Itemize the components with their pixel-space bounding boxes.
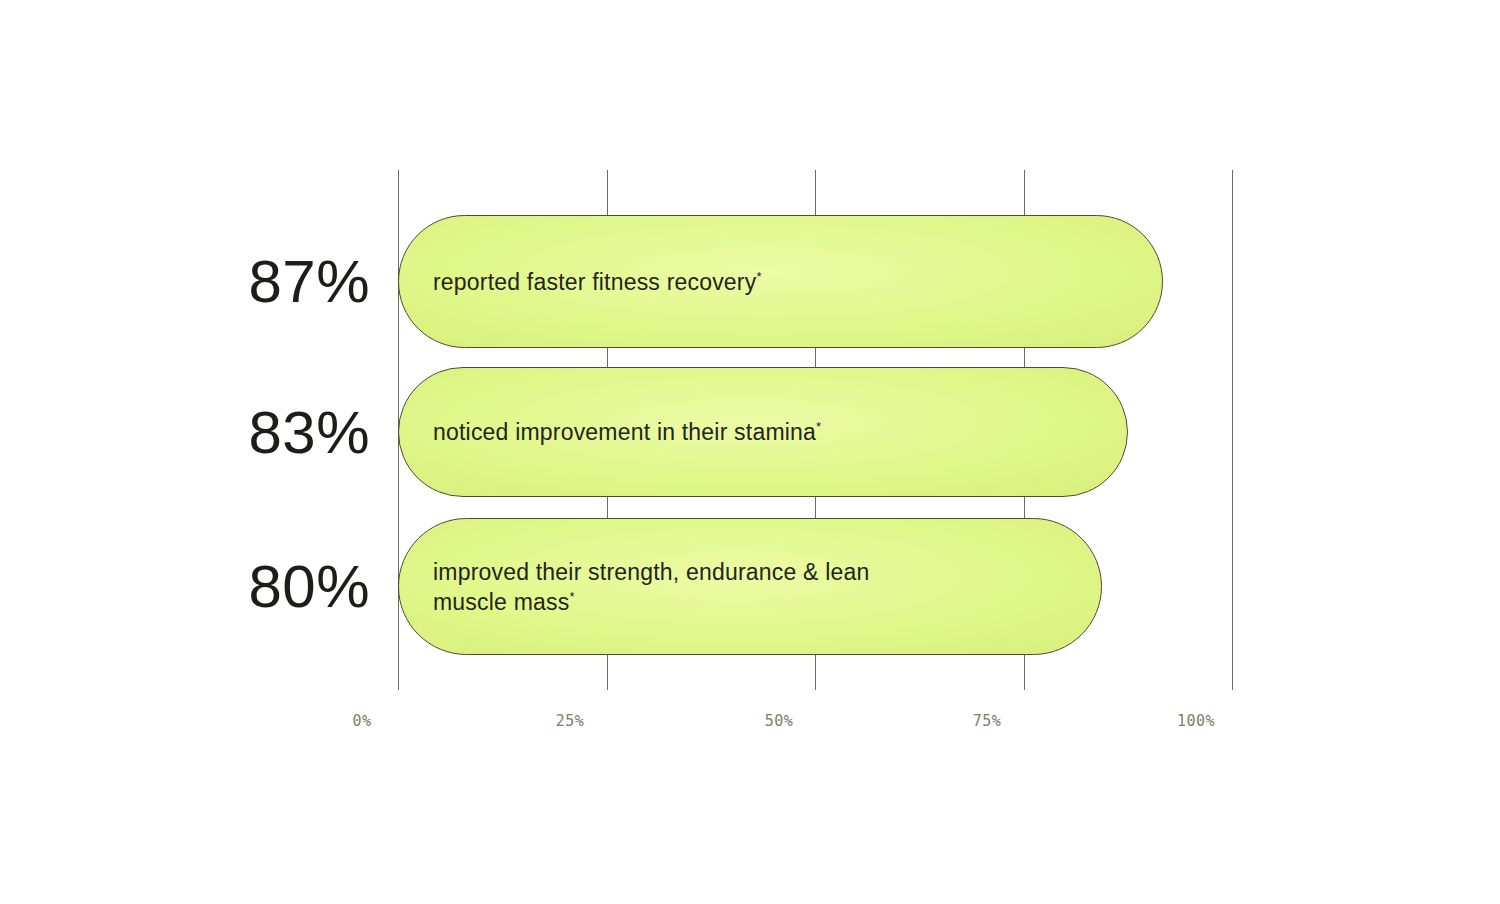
footnote-asterisk: * [816, 419, 821, 434]
x-axis-tick-50: 50% [739, 712, 819, 730]
bar-label-stamina: noticed improvement in their stamina* [433, 417, 821, 447]
bar-stamina: noticed improvement in their stamina* [398, 367, 1128, 497]
x-axis-tick-25: 25% [530, 712, 610, 730]
gridline-100 [1232, 170, 1233, 690]
bar-label-strength: improved their strength, endurance & lea… [433, 557, 938, 617]
value-label-stamina: 83% [150, 367, 370, 497]
bar-label-text: improved their strength, endurance & lea… [433, 559, 870, 615]
bar-label-text: reported faster fitness recovery [433, 269, 756, 295]
bar-strength: improved their strength, endurance & lea… [398, 518, 1102, 655]
bar-recovery: reported faster fitness recovery* [398, 215, 1163, 348]
value-label-recovery: 87% [150, 215, 370, 348]
x-axis-tick-0: 0% [322, 712, 402, 730]
bar-label-recovery: reported faster fitness recovery* [433, 267, 762, 297]
x-axis-tick-75: 75% [947, 712, 1027, 730]
plot-area: reported faster fitness recovery* notice… [398, 170, 1232, 690]
footnote-asterisk: * [569, 589, 574, 604]
value-label-strength: 80% [150, 518, 370, 655]
x-axis-tick-100: 100% [1156, 712, 1236, 730]
bar-label-text: noticed improvement in their stamina [433, 419, 816, 445]
footnote-asterisk: * [756, 269, 761, 284]
chart-canvas: 87% 83% 80% reported faster fitness reco… [0, 0, 1500, 904]
